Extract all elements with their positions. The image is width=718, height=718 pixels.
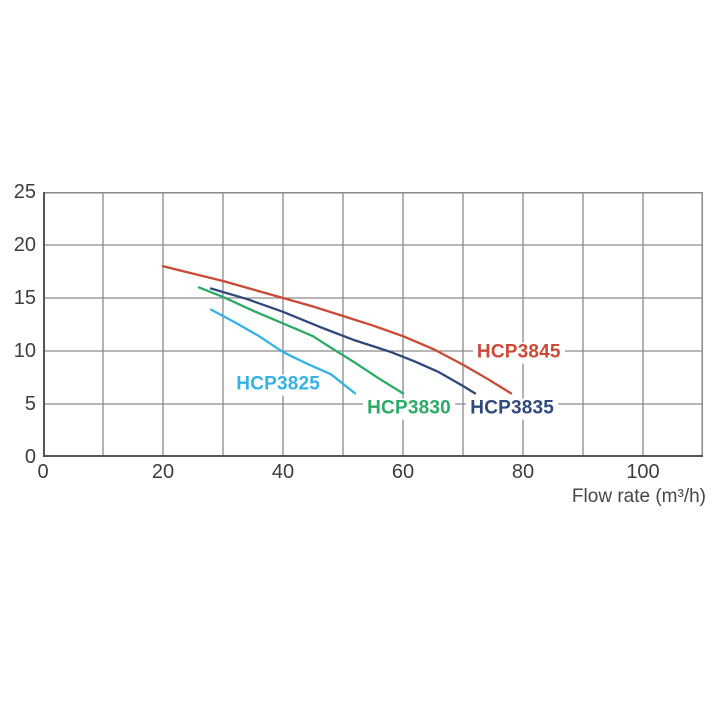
y-tick-label-10: 10	[13, 340, 36, 362]
series-curve-HCP3825	[209, 308, 357, 395]
y-tick-label-15: 15	[13, 287, 36, 309]
y-tick-label-5: 5	[24, 393, 36, 415]
series-curve-HCP3830	[197, 286, 405, 395]
x-axis-ticks: 0 20 40 60 80 100	[37, 461, 703, 485]
x-tick-label-20: 20	[151, 461, 175, 483]
series-label-HCP3835: HCP3835	[466, 398, 559, 420]
series-curve-HCP3845	[161, 265, 513, 395]
x-axis-title: Flow rate (m³/h)	[571, 486, 706, 507]
y-axis-ticks: 0 5 10 15 20 25	[0, 181, 36, 468]
series-label-HCP3830: HCP3830	[363, 398, 455, 420]
y-tick-label-0: 0	[24, 446, 36, 468]
x-tick-label-100: 100	[626, 461, 660, 483]
y-tick-label-20: 20	[13, 234, 36, 256]
x-tick-label-60: 60	[391, 461, 415, 483]
series-label-HCP3845: HCP3845	[472, 342, 565, 364]
x-tick-label-80: 80	[511, 461, 535, 483]
curves-svg	[43, 192, 703, 457]
series-curve-HCP3835	[209, 287, 477, 395]
y-tick-label-25: 25	[13, 181, 36, 203]
x-tick-label-40: 40	[271, 461, 295, 483]
plot-area: HCP3825 HCP3830 HCP3835 HCP3845	[43, 192, 703, 457]
x-tick-label-0: 0	[37, 461, 49, 483]
series-label-HCP3825: HCP3825	[232, 374, 325, 396]
